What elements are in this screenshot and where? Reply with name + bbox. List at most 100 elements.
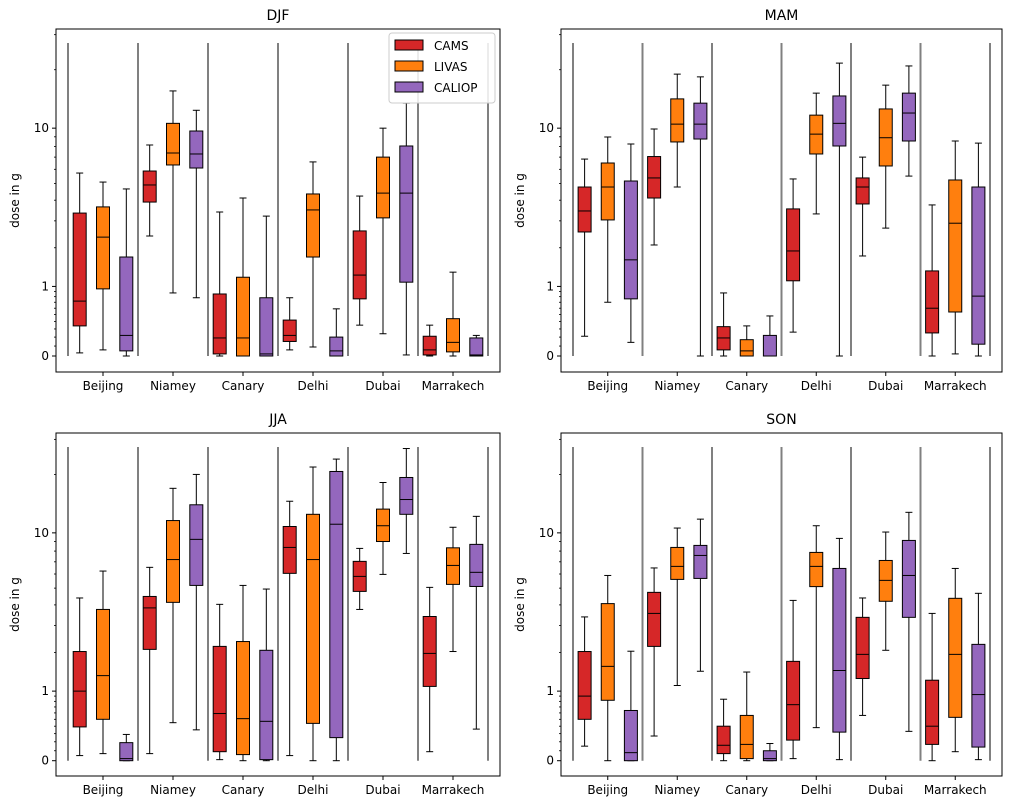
box-cams-beijing [72,597,87,757]
x-tick-label: Dubai [365,783,400,797]
box-iqr [577,651,592,720]
box-iqr [212,293,227,355]
box-livas-beijing [96,570,110,755]
box-caliop-dubai [901,65,916,177]
legend-label: CAMS [434,39,469,53]
box-iqr [189,504,204,586]
y-axis-label: dose in g [8,173,22,228]
box-iqr [142,595,157,650]
box-caliop-marrakech [971,592,986,761]
box-iqr [623,709,638,762]
y-tick-label: 0 [546,754,554,768]
box-livas-beijing [600,574,615,762]
box-iqr [832,95,847,147]
box-caliop-dubai [901,511,916,732]
box-cams-beijing [72,172,87,354]
y-axis-label: dose in g [513,173,527,228]
box-cams-delhi [282,500,297,757]
box-iqr [96,206,110,290]
box-caliop-niamey [693,76,708,357]
box-cams-canary [716,292,731,357]
y-tick-label: 1 [41,279,49,293]
box-iqr [670,98,685,143]
box-livas-delhi [306,161,320,348]
box-caliop-marrakech [971,142,986,357]
box-iqr [399,476,414,515]
box-cams-canary [212,211,227,357]
x-tick-label: Marrakech [924,379,987,393]
y-tick-label: 10 [539,121,554,135]
y-tick-label: 1 [41,684,49,698]
box-iqr [142,170,157,203]
box-iqr [189,130,204,169]
x-tick-label: Delhi [801,783,832,797]
box-livas-delhi [809,92,824,215]
box-caliop-beijing [623,650,638,762]
box-livas-beijing [96,181,110,351]
legend-swatch-livas [394,60,424,72]
box-cams-niamey [142,566,157,755]
legend-label: LIVAS [434,60,468,74]
box-iqr [786,660,801,741]
box-livas-marrakech [446,271,460,357]
legend-swatch-caliop [394,81,424,93]
box-iqr [600,603,615,701]
box-cams-niamey [647,128,662,246]
box-iqr [236,641,250,756]
box-iqr [469,543,484,587]
box-iqr [119,256,134,352]
box-iqr [693,102,708,140]
box-cams-delhi [786,178,801,333]
y-axis-label: dose in g [8,577,22,632]
box-iqr [446,547,460,585]
box-caliop-dubai [399,102,414,356]
box-livas-niamey [670,73,685,188]
box-cams-marrakech [925,612,940,762]
box-iqr [809,551,824,588]
box-cams-niamey [647,567,662,737]
box-livas-dubai [376,127,390,335]
box-caliop-delhi [329,308,344,357]
box-livas-niamey [670,527,685,687]
box-livas-canary [739,671,754,762]
subplot-title: JJA [268,412,287,428]
box-iqr [329,470,344,739]
box-livas-canary [236,197,250,357]
box-caliop-marrakech [469,515,484,730]
y-tick-label: 1 [546,279,554,293]
box-iqr [446,318,460,353]
x-tick-label: Beijing [83,379,124,393]
subplot-jja: JJA dose in g 0 1 10 Beijing Niamey Canary Delhi… [8,412,501,797]
box-iqr [693,544,708,579]
y-tick-label: 10 [34,526,49,540]
box-iqr [901,92,916,142]
box-iqr [306,513,320,724]
box-iqr [577,186,592,233]
box-iqr [119,742,134,762]
box-iqr [878,559,893,602]
subplot-mam: MAM dose in g 0 1 10 Beijing Niamey Canary Delhi… [513,8,1003,393]
legend-swatch-cams [394,39,424,51]
box-cams-delhi [786,599,801,760]
x-tick-label: Niamey [654,783,700,797]
box-iqr [623,180,638,300]
box-iqr [422,335,437,356]
box-livas-delhi [809,525,824,729]
box-iqr [855,177,870,205]
box-iqr [832,567,847,733]
box-iqr [399,145,414,283]
box-cams-marrakech [422,586,437,753]
box-livas-canary [739,325,754,357]
box-iqr [948,597,963,718]
box-iqr [259,649,274,761]
y-axis-label: dose in g [513,577,527,632]
box-livas-marrakech [446,526,460,653]
box-caliop-canary [762,743,777,762]
box-cams-beijing [577,158,592,337]
box-iqr [212,645,227,753]
box-iqr [422,616,437,687]
legend-label: CALIOP [434,81,478,95]
box-iqr [72,651,87,728]
box-iqr [716,725,731,755]
